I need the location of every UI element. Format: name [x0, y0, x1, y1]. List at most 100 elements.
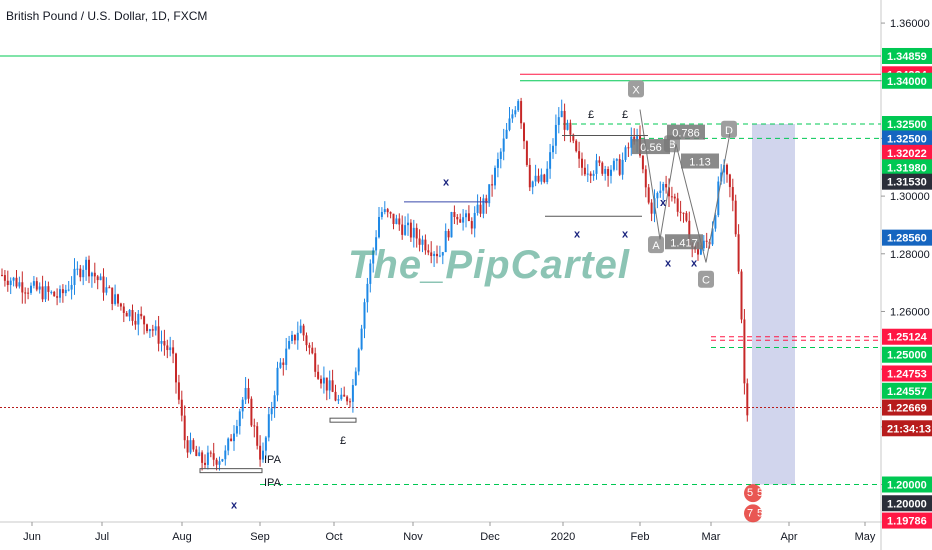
- candle-body: [175, 353, 177, 383]
- candle-body: [256, 426, 259, 446]
- candle-body: [70, 284, 73, 290]
- candle-body: [589, 173, 592, 176]
- candle-body: [151, 329, 154, 331]
- candle-body: [38, 286, 41, 290]
- candle-body: [424, 239, 427, 251]
- candle-body: [575, 140, 578, 152]
- candle-body: [302, 325, 305, 336]
- price-tag-bg: [882, 144, 932, 161]
- candle-body: [517, 101, 520, 111]
- candle-body: [737, 234, 740, 272]
- candle-body: [32, 281, 35, 286]
- candle-body: [511, 114, 514, 119]
- candle-body: [90, 272, 93, 277]
- candle-body: [723, 164, 726, 173]
- candle-body: [9, 280, 12, 286]
- candle-body: [627, 147, 630, 149]
- price-tag-label: 1.25000: [887, 350, 927, 362]
- candle-body: [685, 213, 688, 221]
- candle-body: [67, 289, 70, 291]
- candle-body: [514, 110, 517, 115]
- price-tag-label: 1.24753: [887, 368, 927, 380]
- candle-body: [543, 174, 546, 182]
- candle-body: [485, 198, 488, 204]
- price-tag-bg: [882, 382, 932, 399]
- price-tag-bg: [882, 495, 932, 512]
- candle-body: [305, 335, 308, 346]
- y-tick-label: 1.26000: [890, 306, 930, 318]
- candle-body: [122, 306, 125, 313]
- price-tag-label: 1.31530: [887, 177, 927, 189]
- candle-body: [470, 221, 473, 229]
- candle-body: [366, 283, 369, 303]
- price-tag-bg: [882, 328, 932, 345]
- candle-body: [624, 147, 627, 160]
- candle-body: [218, 461, 221, 465]
- candle-body: [601, 162, 604, 174]
- candle-body: [491, 184, 494, 186]
- candle-body: [282, 362, 285, 365]
- candle-body: [346, 396, 349, 402]
- candle-body: [592, 173, 595, 176]
- pound-box: [329, 417, 357, 423]
- candle-body: [148, 329, 151, 332]
- candle-body: [549, 152, 552, 169]
- candle-body: [499, 151, 502, 159]
- candle-body: [467, 213, 470, 222]
- candle-body: [688, 220, 691, 246]
- x-tick-label: Aug: [172, 531, 192, 543]
- candle-body: [720, 172, 723, 182]
- candle-body: [108, 287, 111, 289]
- price-tag-label: 1.20000: [887, 480, 927, 492]
- candle-body: [128, 310, 131, 317]
- x-marker: x: [574, 229, 581, 241]
- pattern-point-label: D: [725, 125, 733, 137]
- price-tag-bg: [882, 159, 932, 176]
- candle-body: [204, 462, 206, 465]
- candle-body: [195, 449, 198, 456]
- candle-body: [262, 450, 264, 460]
- event-badge-label: 5: [757, 487, 763, 499]
- candle-body: [525, 141, 528, 165]
- candle-body: [64, 289, 67, 294]
- candle-body: [12, 277, 15, 281]
- price-tag-label: 1.19786: [887, 516, 927, 528]
- x-tick-label: May: [855, 531, 876, 543]
- candle-body: [334, 391, 337, 401]
- candle-body: [459, 219, 462, 223]
- candle-body: [212, 453, 215, 460]
- candle-body: [401, 224, 404, 235]
- candle-body: [633, 136, 636, 142]
- candle-body: [427, 250, 430, 253]
- watermark: The_PipCartel: [348, 243, 630, 287]
- candle-body: [578, 151, 581, 159]
- event-badge: [744, 504, 762, 523]
- candle-body: [702, 240, 705, 249]
- price-tag-label: 1.34000: [887, 76, 927, 88]
- candle-body: [415, 227, 418, 239]
- price-tag-label: 21:34:13: [887, 423, 931, 435]
- candle-body: [369, 263, 372, 284]
- candle-body: [337, 399, 340, 401]
- x-tick-label: 2020: [551, 531, 575, 543]
- candle-body: [328, 380, 331, 391]
- price-tag-bg: [882, 420, 932, 437]
- candle-body: [520, 101, 523, 124]
- candle-body: [140, 313, 143, 317]
- candle-body: [88, 259, 90, 277]
- pattern-point-label: A: [652, 240, 660, 252]
- candle-body: [546, 168, 549, 182]
- price-tag-label: 1.31980: [887, 162, 927, 174]
- candle-body: [363, 302, 366, 329]
- candle-body: [221, 459, 224, 462]
- candle-body: [56, 296, 59, 298]
- candle-body: [206, 452, 209, 465]
- x-tick-label: Mar: [702, 531, 721, 543]
- x-tick-label: Feb: [631, 531, 650, 543]
- candle-body: [85, 259, 88, 270]
- price-tag-label: 1.25124: [887, 332, 928, 344]
- candle-body: [705, 240, 708, 242]
- candle-body: [679, 211, 682, 213]
